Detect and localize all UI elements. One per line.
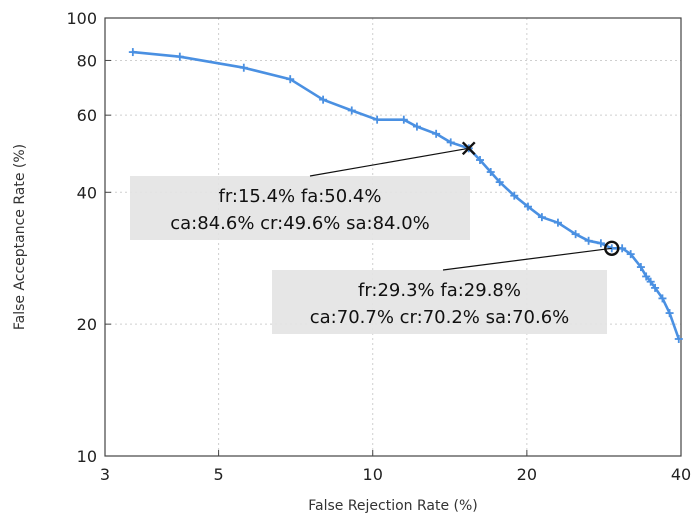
data-point [446, 138, 455, 147]
x-axis-title: False Rejection Rate (%) [308, 498, 478, 514]
data-point [642, 272, 651, 281]
data-point [495, 178, 504, 187]
data-point [626, 250, 635, 259]
data-point [128, 48, 137, 57]
x-tick-label: 40 [671, 465, 691, 484]
x-tick-label: 10 [363, 465, 383, 484]
x-tick-label: 20 [517, 465, 537, 484]
o-marker [604, 240, 620, 256]
data-point [412, 122, 421, 131]
data-point [537, 213, 546, 222]
y-tick-label: 10 [77, 447, 97, 466]
annotation-box [272, 270, 607, 334]
data-point [175, 52, 184, 61]
y-tick-label: 40 [77, 183, 97, 202]
data-point [636, 263, 645, 272]
x-marker-stroke [461, 141, 476, 156]
annotation-leader-line [309, 147, 469, 177]
data-point [584, 236, 593, 245]
annotation-leader-line [442, 247, 612, 271]
x-tick-label: 5 [213, 465, 223, 484]
data-point [596, 239, 605, 248]
data-point [523, 202, 532, 211]
data-point [646, 277, 655, 286]
tick-layer: 3 5 10 20 40 10 20 40 60 80 100 [66, 9, 691, 484]
plot-frame [104, 17, 682, 457]
data-point [618, 244, 627, 253]
series-layer [128, 48, 683, 343]
annotation-layer: fr:15.4% fa:50.4% ca:84.6% cr:49.6% sa:84… [130, 141, 620, 334]
data-point [476, 156, 485, 165]
data-point [571, 230, 580, 239]
y-tick-label: 20 [77, 315, 97, 334]
annotation-line-2: ca:70.7% cr:70.2% sa:70.6% [310, 307, 570, 328]
y-tick-label: 80 [77, 51, 97, 70]
y-tick-label: 100 [66, 9, 97, 28]
annotation-box [130, 176, 470, 240]
annotation-line-1: fr:15.4% fa:50.4% [218, 186, 381, 207]
data-point [658, 294, 667, 303]
x-tick-label: 3 [100, 465, 110, 484]
data-point [510, 191, 519, 200]
data-point [486, 168, 495, 177]
annotation-line-2: ca:84.6% cr:49.6% sa:84.0% [170, 213, 430, 234]
data-point [432, 129, 441, 138]
data-point [651, 283, 660, 292]
data-point [239, 63, 248, 72]
data-point [319, 95, 328, 104]
annotation-line-1: fr:29.3% fa:29.8% [358, 280, 521, 301]
data-point [674, 334, 683, 343]
data-point [399, 115, 408, 124]
data-point [286, 75, 295, 84]
data-point [665, 309, 674, 318]
data-point [373, 115, 382, 124]
y-axis-title: False Acceptance Rate (%) [12, 144, 28, 330]
y-tick-label: 60 [77, 106, 97, 125]
data-point [347, 106, 356, 115]
data-point [553, 218, 562, 227]
